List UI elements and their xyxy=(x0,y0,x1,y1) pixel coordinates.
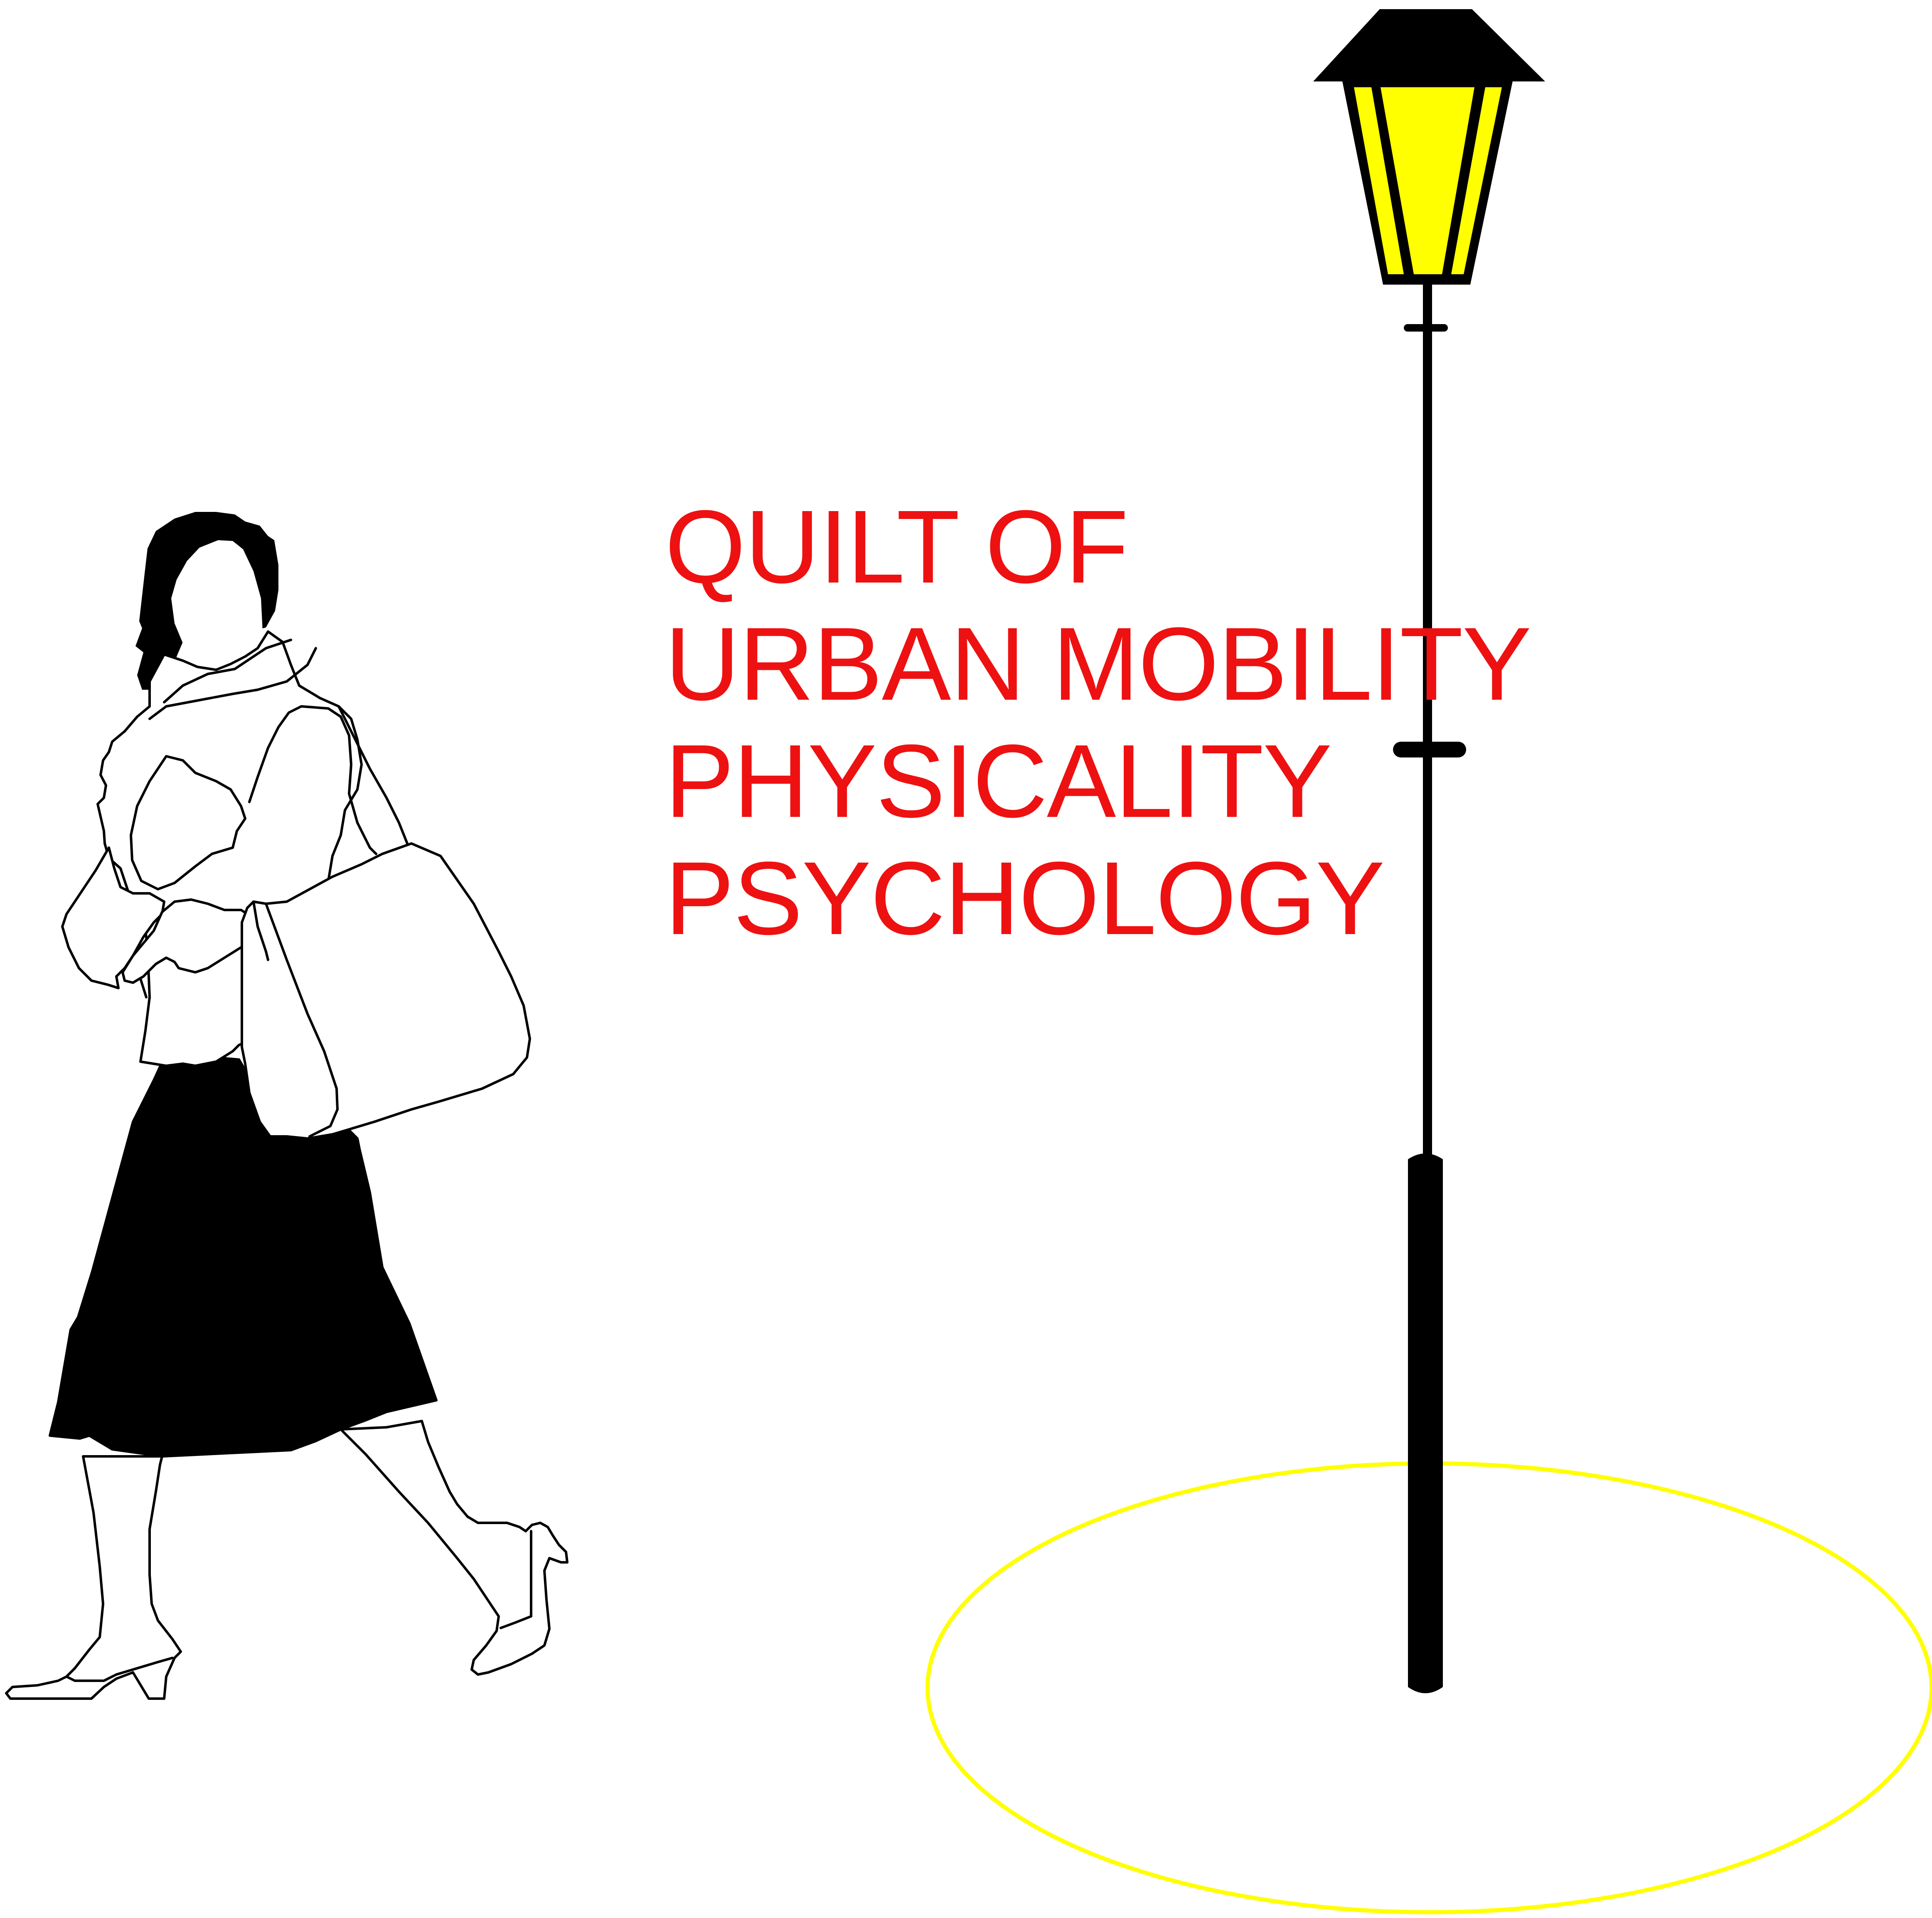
right-hand xyxy=(121,898,256,984)
street-lamp xyxy=(925,9,1932,1914)
scarf-fold xyxy=(148,647,317,720)
scarf-fold xyxy=(163,639,292,703)
title-line-2: URBAN MOBILITY xyxy=(665,606,1531,722)
handbag-strap xyxy=(252,900,269,961)
lamp-glass-center xyxy=(1381,87,1474,274)
lamp-collar-middle xyxy=(1393,742,1466,757)
left-sleeve xyxy=(130,755,246,890)
lamp-roof xyxy=(1313,9,1545,81)
handbag-strap xyxy=(248,705,377,855)
lamp-glass-left xyxy=(1354,87,1404,274)
title-line-3: PHYSICALITY xyxy=(665,723,1332,839)
right-leg-inner xyxy=(500,1530,532,1629)
lamp-post-lower xyxy=(1408,1153,1443,1693)
shoe-left-detail xyxy=(65,1657,174,1682)
handbag xyxy=(241,842,531,1140)
handbag-strap xyxy=(337,705,409,845)
face xyxy=(171,540,263,674)
walking-woman-figure xyxy=(5,512,569,1700)
left-hand xyxy=(61,846,165,989)
skirt xyxy=(49,1052,438,1458)
handbag-strap xyxy=(265,902,339,1138)
lamp-collar-top xyxy=(1404,324,1448,332)
poster-title: QUILT OF URBAN MOBILITY PHYSICALITY PSYC… xyxy=(665,488,1531,957)
title-line-1: QUILT OF xyxy=(665,489,1129,605)
right-leg xyxy=(340,1420,569,1676)
lamp-post-upper xyxy=(1423,285,1432,1157)
lamp-glass-right xyxy=(1451,87,1502,274)
left-leg xyxy=(5,1455,182,1700)
title-line-4: PSYCHOLOGY xyxy=(665,840,1385,956)
